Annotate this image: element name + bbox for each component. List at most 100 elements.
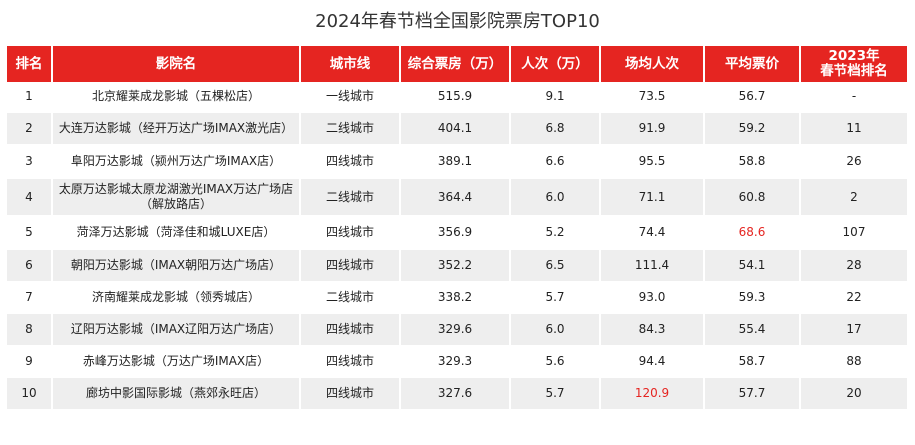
cell-rank: 6 [7, 250, 53, 283]
cell-city-tier: 四线城市 [301, 146, 401, 179]
cell-box-office: 352.2 [401, 250, 511, 283]
cell-rank-2023: 26 [801, 146, 907, 179]
cell-box-office: 389.1 [401, 146, 511, 179]
cell-cinema: 菏泽万达影城（菏泽佳和城LUXE店） [53, 217, 301, 250]
cell-avg-attendance: 74.4 [601, 217, 705, 250]
cell-cinema: 北京耀莱成龙影城（五棵松店） [53, 82, 301, 113]
cell-avg-price: 68.6 [705, 217, 801, 250]
cell-avg-attendance: 91.9 [601, 113, 705, 146]
chart-title: 2024年春节档全国影院票房TOP10 [315, 11, 600, 32]
cell-box-office: 327.6 [401, 378, 511, 411]
cell-admissions: 6.0 [511, 314, 601, 347]
cell-box-office: 329.6 [401, 314, 511, 347]
cell-avg-price: 59.3 [705, 283, 801, 314]
cell-box-office: 404.1 [401, 113, 511, 146]
cell-cinema: 大连万达影城（经开万达广场IMAX激光店） [53, 113, 301, 146]
cell-avg-attendance: 93.0 [601, 283, 705, 314]
cell-rank-2023: 17 [801, 314, 907, 347]
table-row: 4 太原万达影城太原龙湖激光IMAX万达广场店 （解放路店） 二线城市 364.4 6.0… [7, 179, 907, 217]
cell-rank-2023: 11 [801, 113, 907, 146]
cell-rank: 4 [7, 179, 53, 217]
cell-admissions: 6.5 [511, 250, 601, 283]
cell-rank: 5 [7, 217, 53, 250]
cell-city-tier: 二线城市 [301, 113, 401, 146]
cell-admissions: 5.2 [511, 217, 601, 250]
header-avg-attendance: 场均人次 [601, 46, 705, 82]
cell-rank-2023: 20 [801, 378, 907, 411]
cell-city-tier: 四线城市 [301, 217, 401, 250]
cell-admissions: 6.0 [511, 179, 601, 217]
cell-rank: 1 [7, 82, 53, 113]
cell-admissions: 6.6 [511, 146, 601, 179]
table-row: 3 阜阳万达影城（颍州万达广场IMAX店） 四线城市 389.1 6.6 95.5 58.8… [7, 146, 907, 179]
cell-cinema: 辽阳万达影城（IMAX辽阳万达广场店） [53, 314, 301, 347]
cell-rank: 3 [7, 146, 53, 179]
cell-avg-price: 55.4 [705, 314, 801, 347]
cell-box-office: 329.3 [401, 347, 511, 378]
cell-cinema: 朝阳万达影城（IMAX朝阳万达广场店） [53, 250, 301, 283]
table-header: 排名 影院名 城市线 综合票房（万） 人次（万） 场均人次 平均票价 2023年 春节档排名 [7, 46, 907, 82]
box-office-table: 排名 影院名 城市线 综合票房（万） 人次（万） 场均人次 平均票价 2023年 春节档排名 1… [7, 46, 907, 411]
cell-avg-price: 56.7 [705, 82, 801, 113]
cell-city-tier: 四线城市 [301, 378, 401, 411]
cell-avg-attendance: 71.1 [601, 179, 705, 217]
cell-rank: 9 [7, 347, 53, 378]
cell-avg-attendance: 94.4 [601, 347, 705, 378]
cell-admissions: 5.7 [511, 378, 601, 411]
cell-cinema: 太原万达影城太原龙湖激光IMAX万达广场店 （解放路店） [53, 179, 301, 217]
table-row: 8 辽阳万达影城（IMAX辽阳万达广场店） 四线城市 329.6 6.0 84.3 55.4… [7, 314, 907, 347]
cell-box-office: 364.4 [401, 179, 511, 217]
cell-city-tier: 一线城市 [301, 82, 401, 113]
cell-rank-2023: 2 [801, 179, 907, 217]
cell-admissions: 5.6 [511, 347, 601, 378]
cell-avg-price: 58.8 [705, 146, 801, 179]
cell-avg-attendance: 120.9 [601, 378, 705, 411]
header-avg-price: 平均票价 [705, 46, 801, 82]
cell-avg-attendance: 95.5 [601, 146, 705, 179]
header-box-office: 综合票房（万） [401, 46, 511, 82]
table-row: 10 廊坊中影国际影城（燕郊永旺店） 四线城市 327.6 5.7 120.9 57.7 20 [7, 378, 907, 411]
table-row: 7 济南耀莱成龙影城（领秀城店） 二线城市 338.2 5.7 93.0 59.3 22 [7, 283, 907, 314]
table-row: 1 北京耀莱成龙影城（五棵松店） 一线城市 515.9 9.1 73.5 56.7- [7, 82, 907, 113]
cell-avg-price: 58.7 [705, 347, 801, 378]
cell-rank: 2 [7, 113, 53, 146]
cell-cinema: 廊坊中影国际影城（燕郊永旺店） [53, 378, 301, 411]
cell-rank: 8 [7, 314, 53, 347]
cell-rank: 10 [7, 378, 53, 411]
cell-admissions: 5.7 [511, 283, 601, 314]
cell-avg-price: 59.2 [705, 113, 801, 146]
cell-avg-price: 60.8 [705, 179, 801, 217]
cell-city-tier: 四线城市 [301, 250, 401, 283]
cell-rank-2023: - [801, 82, 907, 113]
cell-city-tier: 二线城市 [301, 179, 401, 217]
cell-avg-price: 54.1 [705, 250, 801, 283]
cell-rank: 7 [7, 283, 53, 314]
header-city-tier: 城市线 [301, 46, 401, 82]
table-row: 2 大连万达影城（经开万达广场IMAX激光店） 二线城市 404.1 6.8 91.9 59… [7, 113, 907, 146]
cell-avg-attendance: 73.5 [601, 82, 705, 113]
table-row: 6 朝阳万达影城（IMAX朝阳万达广场店） 四线城市 352.2 6.5 111.4 54.… [7, 250, 907, 283]
cell-box-office: 515.9 [401, 82, 511, 113]
header-rank-2023: 2023年 春节档排名 [801, 46, 907, 82]
cell-box-office: 338.2 [401, 283, 511, 314]
header-cinema: 影院名 [53, 46, 301, 82]
cell-city-tier: 四线城市 [301, 314, 401, 347]
cell-box-office: 356.9 [401, 217, 511, 250]
cell-rank-2023: 28 [801, 250, 907, 283]
header-admissions: 人次（万） [511, 46, 601, 82]
cell-cinema: 济南耀莱成龙影城（领秀城店） [53, 283, 301, 314]
cell-city-tier: 四线城市 [301, 347, 401, 378]
cell-city-tier: 二线城市 [301, 283, 401, 314]
cell-admissions: 9.1 [511, 82, 601, 113]
cell-rank-2023: 22 [801, 283, 907, 314]
cell-cinema: 赤峰万达影城（万达广场IMAX店） [53, 347, 301, 378]
cell-rank-2023: 88 [801, 347, 907, 378]
cell-cinema: 阜阳万达影城（颍州万达广场IMAX店） [53, 146, 301, 179]
table-row: 5 菏泽万达影城（菏泽佳和城LUXE店） 四线城市 356.9 5.2 74.4 68.6 1… [7, 217, 907, 250]
cell-avg-attendance: 84.3 [601, 314, 705, 347]
cell-avg-price: 57.7 [705, 378, 801, 411]
cell-admissions: 6.8 [511, 113, 601, 146]
table-body: 1 北京耀莱成龙影城（五棵松店） 一线城市 515.9 9.1 73.5 56.7-2 大连万… [7, 82, 907, 411]
table-row: 9 赤峰万达影城（万达广场IMAX店） 四线城市 329.3 5.6 94.4 58.7 88 [7, 347, 907, 378]
cell-avg-attendance: 111.4 [601, 250, 705, 283]
